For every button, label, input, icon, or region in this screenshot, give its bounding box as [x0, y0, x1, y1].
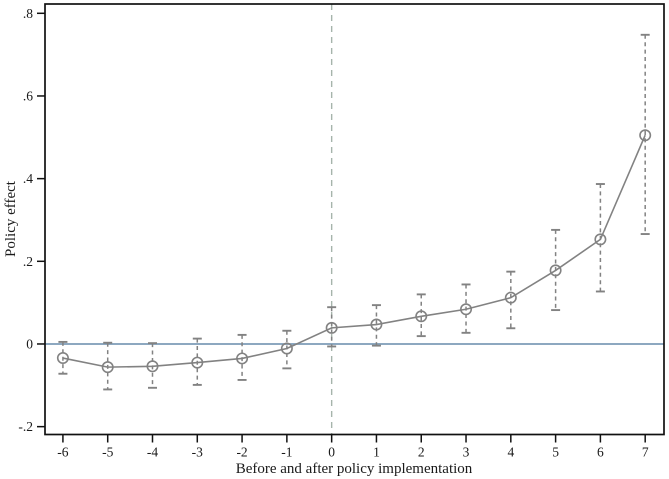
- x-tick-label: -4: [147, 445, 158, 460]
- data-point-marker: [504, 291, 517, 304]
- x-tick-label: 7: [642, 445, 649, 460]
- y-tick-label: .2: [23, 254, 33, 269]
- x-tick-label: 6: [597, 445, 604, 460]
- data-point-marker: [280, 342, 293, 355]
- x-tick-label: 0: [328, 445, 335, 460]
- x-tick-label: 2: [418, 445, 425, 460]
- y-tick-label: .8: [23, 6, 33, 21]
- x-tick-label: 3: [463, 445, 470, 460]
- x-tick-label: -1: [281, 445, 292, 460]
- data-point-marker: [325, 321, 338, 334]
- data-point-marker: [549, 264, 562, 277]
- y-tick-label: .6: [23, 88, 33, 103]
- x-tick-label: 4: [507, 445, 514, 460]
- y-tick-label: 0: [26, 336, 33, 351]
- x-tick-label: -6: [57, 445, 68, 460]
- plot-frame: [44, 3, 665, 436]
- series-line: [62, 134, 646, 368]
- data-point-marker: [146, 360, 159, 373]
- y-tick-label: .4: [23, 171, 33, 186]
- x-tick-label: -5: [102, 445, 113, 460]
- x-axis-title: Before and after policy implementation: [236, 461, 473, 477]
- y-tick-label: -.2: [18, 419, 33, 434]
- data-point-marker: [594, 233, 607, 246]
- data-point-marker: [460, 303, 473, 316]
- data-point-marker: [191, 356, 204, 369]
- data-point-marker: [415, 310, 428, 323]
- data-point-marker: [236, 352, 249, 365]
- x-tick-label: 1: [373, 445, 380, 460]
- y-axis-title: Policy effect: [3, 180, 19, 257]
- data-point-marker: [370, 318, 383, 331]
- data-point-marker: [639, 129, 652, 142]
- x-tick-label: 5: [552, 445, 559, 460]
- x-tick-label: -3: [192, 445, 203, 460]
- data-point-marker: [56, 352, 69, 365]
- data-point-marker: [101, 361, 114, 374]
- x-tick-label: -2: [236, 445, 247, 460]
